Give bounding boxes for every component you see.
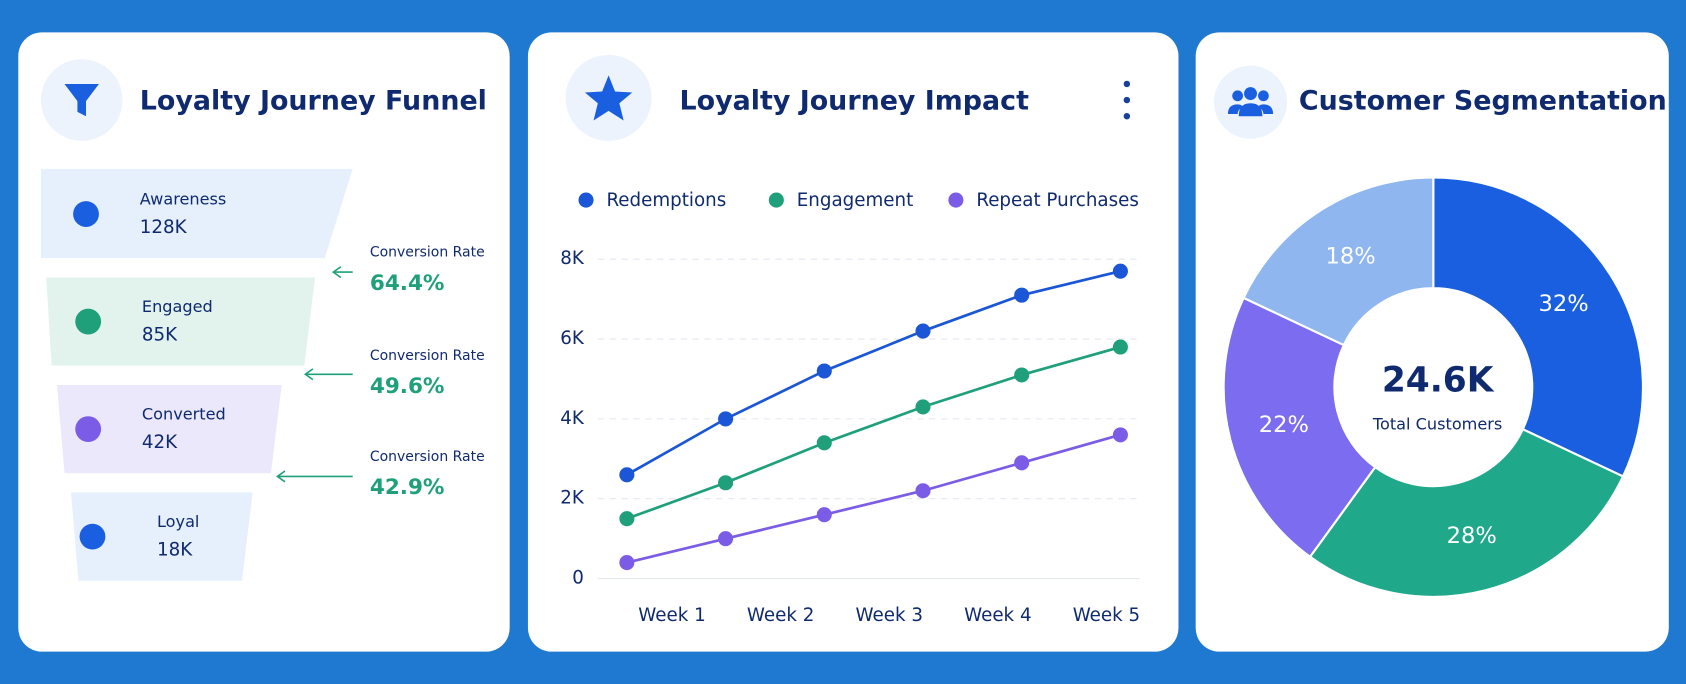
funnel-stage [46, 277, 316, 366]
data-point [619, 467, 635, 483]
data-point [816, 363, 832, 379]
slice-label: 32% [1539, 291, 1589, 317]
data-point [1112, 339, 1128, 355]
stage-value: 18K [157, 540, 193, 561]
stage-label: Converted [142, 405, 226, 424]
data-point [1014, 455, 1030, 471]
slice-label: 22% [1259, 412, 1309, 438]
stage-value: 85K [142, 325, 178, 346]
data-point [1014, 367, 1030, 383]
stage-icon [79, 523, 106, 550]
legend-swatch [948, 192, 964, 208]
donut-slice [1222, 296, 1377, 559]
stage-value: 42K [142, 432, 178, 453]
data-point [718, 475, 734, 491]
y-tick-label: 2K [560, 488, 585, 509]
data-point [816, 435, 832, 451]
legend-swatch [578, 192, 594, 208]
funnel-stage [56, 385, 282, 474]
data-point [718, 531, 734, 547]
people-icon [1227, 87, 1274, 117]
stage-icon [75, 308, 102, 335]
data-point [1014, 287, 1030, 303]
rate-arrowhead [303, 368, 314, 381]
legend-label: Engagement [797, 190, 914, 211]
donut-slice [1432, 176, 1645, 478]
rate-value: 64.4% [370, 271, 445, 296]
center-label: Total Customers [1372, 414, 1502, 433]
stage-icon [73, 201, 99, 227]
rate-label: Conversion Rate [370, 348, 485, 364]
rate-arrowhead [276, 470, 286, 483]
data-point [718, 411, 734, 427]
y-tick-label: 8K [560, 248, 585, 269]
stage-label: Engaged [142, 297, 213, 316]
y-tick-label: 4K [560, 408, 585, 429]
rate-value: 49.6% [370, 374, 445, 399]
stage-label: Loyal [157, 512, 199, 531]
data-point [915, 483, 931, 499]
data-point [619, 511, 635, 527]
y-tick-label: 0 [572, 568, 584, 589]
slice-label: 18% [1326, 243, 1376, 269]
series-line [626, 269, 1121, 476]
funnel-title: Loyalty Journey Funnel [140, 86, 487, 117]
pie-title: Customer Segmentation [1299, 86, 1667, 117]
x-tick-label: Week 3 [855, 605, 922, 626]
donut-slice [1242, 176, 1435, 347]
stage-label: Awareness [140, 190, 227, 209]
stage-value: 128K [140, 217, 188, 238]
people-icon-bg [1213, 65, 1288, 139]
legend-swatch [768, 192, 784, 208]
series-line [626, 345, 1121, 520]
rate-value: 42.9% [370, 475, 445, 500]
funnel-icon [64, 83, 99, 117]
legend-label: Repeat Purchases [976, 190, 1139, 211]
x-tick-label: Week 4 [964, 605, 1031, 626]
funnel-stage [70, 492, 253, 581]
x-tick-label: Week 2 [747, 605, 814, 626]
rate-arrowhead [331, 266, 342, 279]
series-line [626, 433, 1121, 564]
menu-dot[interactable] [1123, 96, 1131, 104]
center-value: 24.6K [1382, 360, 1495, 400]
slice-label: 28% [1447, 523, 1497, 549]
funnel-stage [40, 168, 353, 259]
data-point [619, 555, 635, 571]
donut-slice [1308, 427, 1625, 598]
rate-label: Conversion Rate [370, 245, 485, 261]
data-point [816, 507, 832, 523]
data-point [915, 323, 931, 339]
menu-dot[interactable] [1123, 80, 1131, 88]
legend-label: Redemptions [606, 190, 726, 211]
menu-dot[interactable] [1123, 112, 1131, 120]
line-title: Loyalty Journey Impact [680, 86, 1030, 117]
data-point [1112, 427, 1128, 443]
stage-icon [75, 416, 102, 442]
y-tick-label: 6K [560, 328, 585, 349]
star-icon [584, 75, 633, 121]
data-point [915, 399, 931, 415]
x-tick-label: Week 1 [638, 605, 705, 626]
rate-label: Conversion Rate [370, 449, 485, 465]
data-point [1112, 263, 1128, 279]
x-tick-label: Week 5 [1073, 605, 1140, 626]
